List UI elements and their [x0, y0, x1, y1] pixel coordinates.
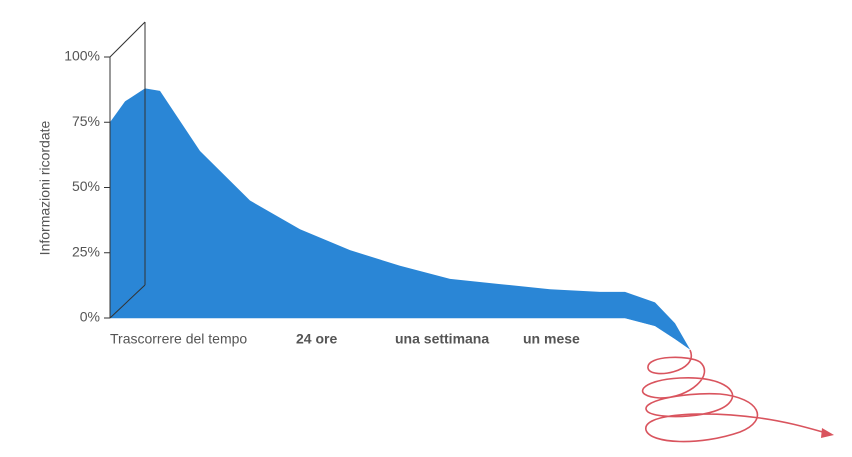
arrow-head	[821, 428, 834, 438]
lower-edge	[110, 317, 691, 350]
y-tick-label: 25%	[72, 243, 100, 259]
y-tick-label: 50%	[72, 178, 100, 194]
y-tick-label: 0%	[80, 309, 100, 325]
frame	[109, 21, 146, 319]
y-tick-label: 100%	[64, 48, 100, 64]
x-label: una settimana	[395, 331, 489, 347]
area	[110, 88, 690, 350]
y-axis-title: Informazioni ricordate	[37, 120, 53, 255]
x-label: Trascorrere del tempo	[110, 331, 247, 347]
x-label: 24 ore	[296, 331, 337, 347]
y-tick-label: 75%	[72, 113, 100, 129]
spiral	[641, 349, 831, 443]
plot	[110, 88, 691, 350]
x-label: un mese	[523, 331, 580, 347]
